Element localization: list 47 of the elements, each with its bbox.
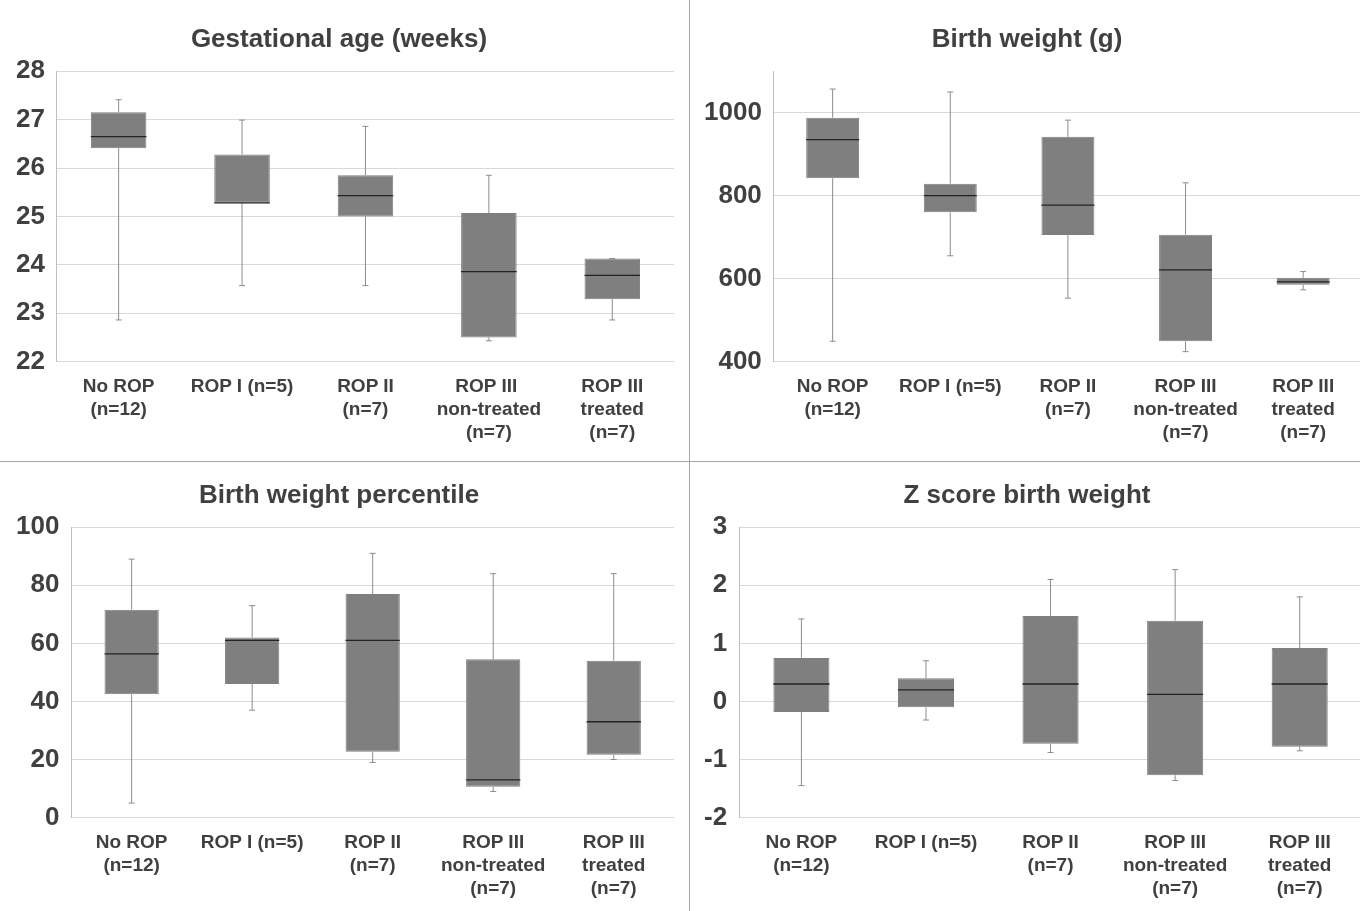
x-tick-label: ROP II (n=7)	[344, 831, 402, 876]
y-tick-label: 3	[712, 510, 728, 541]
x-tick-label: ROP III non-treated (n=7)	[436, 375, 542, 442]
y-tick-label: 25	[16, 199, 45, 230]
y-tick-label: 27	[16, 102, 45, 133]
y-tick-label: 2	[712, 568, 728, 599]
y-tick-label: 40	[30, 684, 60, 715]
x-tick-label: ROP III non-treated (n=7)	[1122, 831, 1228, 898]
x-tick-label: ROP I (n=5)	[200, 831, 304, 853]
y-tick-label: 1	[712, 626, 728, 657]
x-tick-label: ROP III treated (n=7)	[1268, 831, 1332, 898]
x-tick-label: No ROP (n=12)	[95, 831, 168, 876]
y-tick-label: -2	[703, 800, 728, 831]
x-tick-label: ROP I (n=5)	[898, 375, 1002, 397]
x-tick-label: No ROP (n=12)	[796, 375, 869, 420]
y-tick-label: 23	[16, 296, 45, 327]
x-tick-label: ROP III non-treated (n=7)	[440, 831, 546, 898]
x-tick-label: ROP I (n=5)	[190, 375, 294, 397]
y-tick-label: 60	[30, 626, 60, 657]
y-tick-label: 24	[16, 247, 46, 278]
chart-title: Gestational age (weeks)	[190, 22, 488, 53]
y-tick-label: 0	[712, 684, 728, 715]
x-tick-label: ROP III treated (n=7)	[580, 375, 644, 442]
x-tick-label: ROP II (n=7)	[1039, 375, 1097, 420]
y-tick-label: 20	[30, 742, 60, 773]
x-tick-label: ROP II (n=7)	[337, 375, 394, 420]
y-tick-label: 26	[16, 151, 45, 182]
y-tick-label: 800	[718, 178, 762, 209]
x-tick-label: No ROP (n=12)	[82, 375, 155, 420]
x-tick-label: ROP II (n=7)	[1022, 831, 1079, 876]
y-tick-label: 22	[16, 344, 45, 375]
x-tick-label: ROP III treated (n=7)	[582, 831, 646, 898]
x-tick-label: ROP III treated (n=7)	[1271, 375, 1335, 442]
y-tick-label: 1000	[704, 95, 762, 126]
y-tick-label: 28	[16, 54, 45, 85]
x-tick-label: ROP III non-treated (n=7)	[1133, 375, 1238, 442]
y-tick-label: 400	[718, 344, 762, 375]
y-tick-label: 100	[15, 510, 60, 541]
chart-title: Birth weight (g)	[931, 22, 1123, 53]
y-tick-label: 80	[30, 568, 60, 599]
chart-title: Birth weight percentile	[198, 478, 480, 509]
x-tick-label: No ROP (n=12)	[765, 831, 838, 876]
chart-title: Z score birth weight	[903, 478, 1151, 509]
y-tick-label: 600	[718, 261, 762, 292]
x-tick-label: ROP I (n=5)	[874, 831, 978, 853]
y-tick-label: 0	[44, 800, 60, 831]
y-tick-label: -1	[703, 742, 728, 773]
